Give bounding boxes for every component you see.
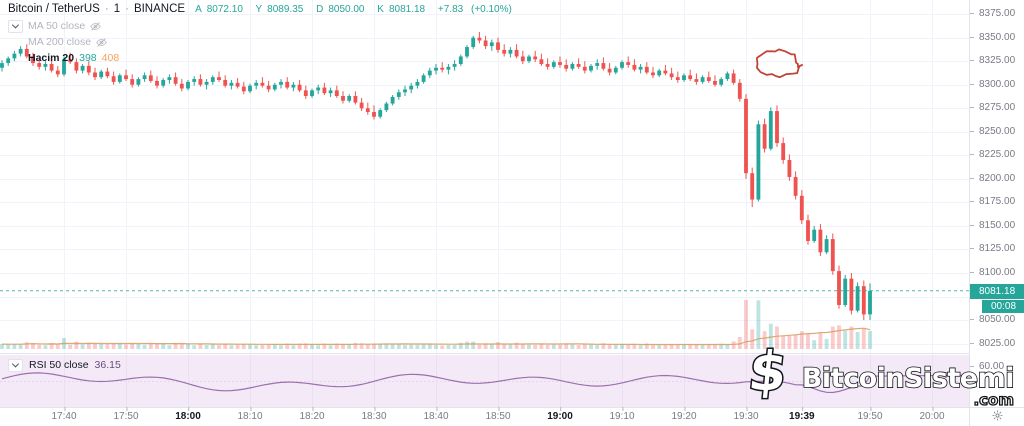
price-tick: 8350.00 bbox=[970, 32, 1024, 44]
legend-row-ma50[interactable]: MA 50 close bbox=[8, 19, 517, 33]
price-tick: 8325.00 bbox=[970, 55, 1024, 67]
price-pane[interactable] bbox=[0, 0, 969, 353]
volume-value: 398 bbox=[79, 52, 97, 64]
title-separator-2: · bbox=[125, 3, 129, 15]
rsi-chart-canvas bbox=[0, 355, 969, 408]
ohlc-high: Y 8089.35 bbox=[255, 4, 304, 15]
time-tick: 18:00 bbox=[175, 407, 201, 422]
rsi-pane[interactable] bbox=[0, 355, 969, 408]
ohlc-low: D 8050.00 bbox=[316, 4, 365, 15]
time-tick: 18:50 bbox=[485, 407, 511, 422]
symbol-title-row[interactable]: Bitcoin / TetherUS · 1 · BINANCE A 8072.1… bbox=[8, 2, 517, 17]
price-tick: 8150.00 bbox=[970, 220, 1024, 232]
rsi-tick: 60.00 bbox=[970, 361, 1024, 373]
current-price-badge: 8081.18 bbox=[970, 283, 1024, 299]
volume-ma-value: 408 bbox=[101, 52, 120, 64]
interval-label[interactable]: 1 bbox=[113, 3, 121, 15]
rsi-price-scale[interactable]: 60.00 bbox=[969, 355, 1024, 408]
time-tick: 17:50 bbox=[113, 407, 139, 422]
title-separator-1: · bbox=[104, 3, 109, 15]
time-tick: 18:10 bbox=[237, 407, 263, 422]
time-tick: 19:00 bbox=[547, 407, 573, 422]
price-tick: 8225.00 bbox=[970, 149, 1024, 161]
time-tick: 18:30 bbox=[361, 407, 387, 422]
rsi-legend[interactable]: RSI 50 close 36.15 bbox=[8, 358, 121, 372]
ma200-label[interactable]: MA 200 close bbox=[28, 36, 92, 48]
symbol-name[interactable]: Bitcoin / TetherUS bbox=[8, 3, 100, 15]
price-tick: 8175.00 bbox=[970, 196, 1024, 208]
ohlc-close: K 8081.18 bbox=[377, 4, 426, 15]
price-tick: 8250.00 bbox=[970, 126, 1024, 138]
rsi-label[interactable]: RSI 50 close bbox=[29, 359, 89, 371]
price-tick: 8375.00 bbox=[970, 8, 1024, 20]
price-scale[interactable]: 8375.00 8350.00 8325.00 8300.00 8275.00 8250.… bbox=[969, 0, 1024, 408]
price-tick: 8025.00 bbox=[970, 338, 1024, 350]
time-tick: 19:50 bbox=[857, 407, 883, 422]
volume-label[interactable]: Hacim 20 bbox=[28, 52, 75, 64]
price-tick: 8275.00 bbox=[970, 102, 1024, 114]
time-tick: 19:20 bbox=[671, 407, 697, 422]
exchange-label[interactable]: BINANCE bbox=[133, 3, 186, 15]
chevron-down-icon[interactable] bbox=[8, 19, 23, 33]
chart-settings-button[interactable] bbox=[969, 408, 1024, 426]
time-tick: 19:39 bbox=[789, 407, 815, 422]
price-tick: 8050.00 bbox=[970, 314, 1024, 326]
price-tick: 8125.00 bbox=[970, 243, 1024, 255]
price-chart-canvas bbox=[0, 0, 969, 353]
bar-countdown-badge: 00:08 bbox=[982, 298, 1024, 313]
time-tick: 19:10 bbox=[609, 407, 635, 422]
time-tick: 18:20 bbox=[299, 407, 325, 422]
ohlc-change: +7.83 bbox=[437, 4, 464, 15]
price-tick: 8300.00 bbox=[970, 79, 1024, 91]
time-scale[interactable]: 17:40 17:50 18:00 18:10 18:20 18:30 18:40 18:50… bbox=[0, 407, 1024, 426]
chevron-down-icon[interactable] bbox=[8, 358, 23, 372]
time-tick: 20:00 bbox=[919, 407, 945, 422]
price-tick: 8100.00 bbox=[970, 267, 1024, 279]
gear-icon[interactable] bbox=[991, 408, 1003, 426]
time-tick: 18:40 bbox=[423, 407, 449, 422]
time-tick: 17:40 bbox=[51, 407, 77, 422]
rsi-value: 36.15 bbox=[94, 359, 121, 371]
ellipse-annotation[interactable] bbox=[756, 48, 803, 79]
ohlc-open: A 8072.10 bbox=[195, 4, 243, 15]
eye-off-icon[interactable] bbox=[96, 37, 107, 48]
time-tick: 19:30 bbox=[733, 407, 759, 422]
eye-off-icon[interactable] bbox=[90, 21, 101, 32]
chart-legend: Bitcoin / TetherUS · 1 · BINANCE A 8072.1… bbox=[8, 2, 517, 65]
legend-row-volume[interactable]: Hacim 20 398 408 bbox=[8, 51, 517, 65]
ma50-label[interactable]: MA 50 close bbox=[28, 20, 86, 32]
legend-row-ma200[interactable]: MA 200 close bbox=[8, 35, 517, 49]
price-tick: 8200.00 bbox=[970, 173, 1024, 185]
pane-separator bbox=[0, 353, 1024, 354]
ohlc-values: A 8072.10 Y 8089.35 D 8050.00 K 8081.18 +7.8… bbox=[195, 3, 517, 17]
ohlc-change-pct: (+0.10%) bbox=[470, 4, 512, 15]
